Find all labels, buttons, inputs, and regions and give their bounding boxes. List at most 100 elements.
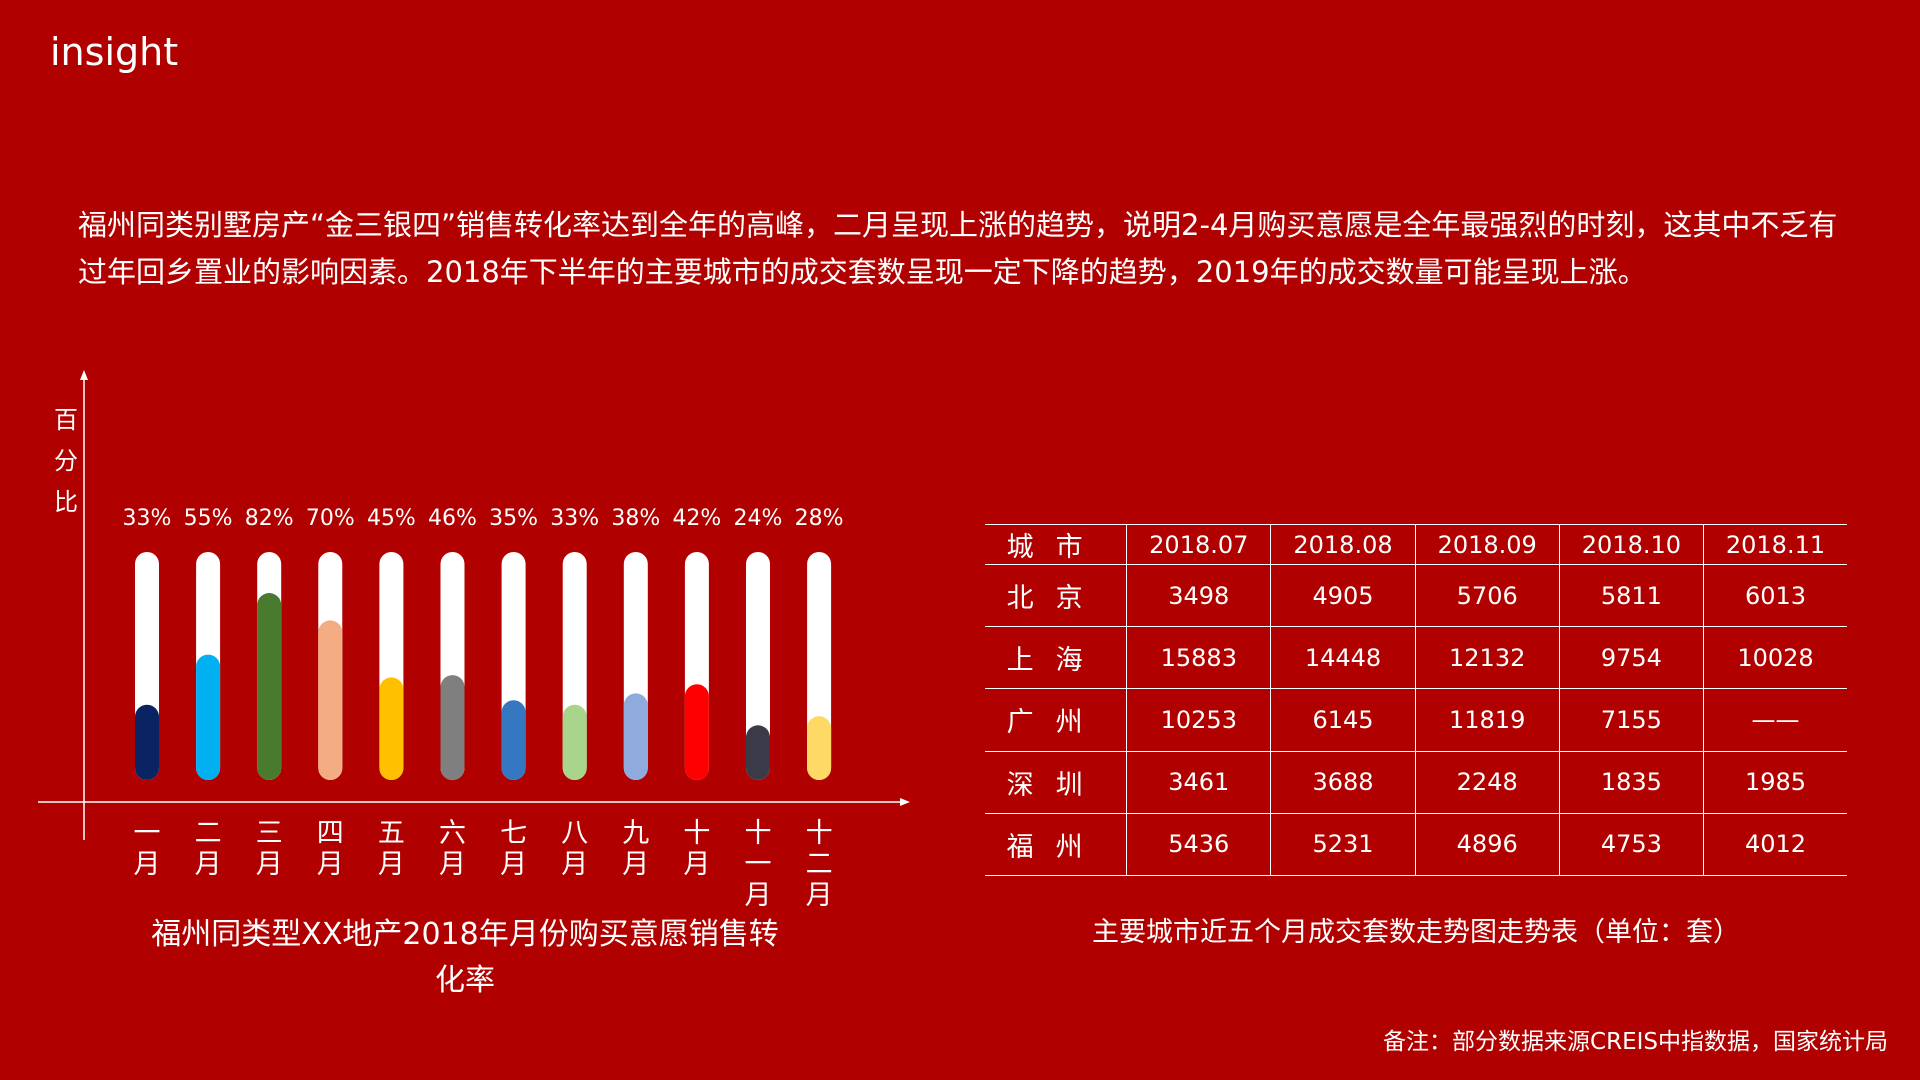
- data-label: 42%: [672, 506, 721, 531]
- conversion-rate-chart: 百分比 33%一月55%二月82%三月70%四月45%五月46%六月35%七月3…: [38, 370, 910, 911]
- tick-label: 月: [622, 849, 649, 880]
- table-cell: 5811: [1559, 564, 1705, 628]
- tick-label: 六: [439, 818, 466, 849]
- tick-label: 十: [806, 818, 833, 849]
- tick-label: 月: [500, 849, 527, 880]
- bar: [807, 716, 832, 780]
- city-sales-table: 城市 2018.07 2018.08 2018.09 2018.10 2018.…: [985, 524, 1847, 876]
- city-name: 广州: [985, 688, 1128, 752]
- data-label: 38%: [611, 506, 660, 531]
- data-label: 24%: [734, 506, 783, 531]
- table-cell: 11819: [1415, 688, 1560, 752]
- bar: [562, 704, 587, 780]
- table-cell: 3461: [1126, 751, 1272, 814]
- table-cell: 7155: [1559, 688, 1705, 752]
- bars: 33%一月55%二月82%三月70%四月45%五月46%六月35%七月33%八月…: [123, 506, 844, 911]
- header-2018-08: 2018.08: [1270, 524, 1416, 565]
- table-cell: 4012: [1744, 830, 1807, 859]
- tick-label: 月: [806, 880, 833, 911]
- table-cell: 12132: [1415, 626, 1560, 690]
- tick-label: 二: [195, 818, 222, 849]
- table-cell: 14448: [1270, 626, 1416, 690]
- table-header-row: 城市 2018.07 2018.08 2018.09 2018.10 2018.…: [985, 524, 1847, 565]
- chart-caption: 福州同类型XX地产2018年月份购买意愿销售转化率: [151, 917, 779, 998]
- bar-track: [746, 552, 770, 780]
- city-name: 深圳: [985, 751, 1128, 814]
- table-cell: 6145: [1270, 688, 1416, 752]
- table-row: 广州 10253 6145 11819 7155 ——: [985, 688, 1847, 752]
- bar: [501, 700, 526, 780]
- tick-label: 三: [256, 818, 283, 849]
- y-axis-label-char: 分: [54, 447, 78, 475]
- tick-label: 八: [561, 818, 588, 849]
- table-cell: 15883: [1126, 626, 1272, 690]
- table-caption: 主要城市近五个月成交套数走势图走势表（单位：套）: [1092, 917, 1740, 948]
- tick-label: 四: [317, 818, 344, 849]
- y-axis-arrow: [80, 370, 88, 380]
- tick-label: 月: [317, 849, 344, 880]
- table-cell: 1835: [1559, 751, 1705, 814]
- tick-label: 月: [378, 849, 405, 880]
- table-cell: 1985: [1703, 751, 1847, 814]
- footnote: 备注：部分数据来源CREIS中指数据，国家统计局: [1383, 1029, 1888, 1055]
- y-axis-label-char: 比: [54, 488, 78, 516]
- data-label: 28%: [795, 506, 844, 531]
- table-cell: 9754: [1559, 626, 1705, 690]
- tick-label: 一: [745, 849, 772, 880]
- bar: [135, 704, 159, 780]
- x-axis-arrow: [900, 798, 910, 806]
- table-cell: 6013: [1703, 564, 1847, 628]
- tick-label: 九: [622, 818, 649, 849]
- tick-label: 月: [683, 849, 710, 880]
- table-row: 北京 3498 4905 5706 5811 6013: [985, 564, 1847, 628]
- tick-label: 十: [745, 818, 772, 849]
- tick-label: 月: [134, 849, 161, 880]
- tick-label: 月: [745, 880, 772, 911]
- table-cell: 5231: [1270, 813, 1416, 876]
- bar: [196, 654, 221, 780]
- city-name: 上海: [985, 626, 1128, 690]
- city-name: 福州: [985, 813, 1128, 876]
- table-row: 上海 15883 14448 12132 9754 10028: [985, 626, 1847, 690]
- bar: [746, 725, 770, 780]
- bar: [440, 675, 465, 780]
- y-axis-label: 百分比: [54, 406, 78, 516]
- data-label: 35%: [489, 506, 538, 531]
- header-2018-07: 2018.07: [1126, 524, 1272, 565]
- table-row: 福州 5436 5231 4896 4753 4012: [985, 813, 1847, 876]
- header-2018-11: 2018.11: [1703, 524, 1847, 565]
- city-name: 北京: [985, 564, 1128, 628]
- table-cell: 5436: [1126, 813, 1272, 876]
- tick-label: 月: [256, 849, 283, 880]
- bar: [623, 693, 648, 780]
- tick-label: 月: [561, 849, 588, 880]
- table-cell: 10253: [1126, 688, 1272, 752]
- bar: [684, 684, 709, 780]
- table-cell: 2248: [1415, 751, 1560, 814]
- data-label: 45%: [367, 506, 416, 531]
- page-title: insight: [50, 30, 179, 74]
- tick-label: 一: [134, 818, 161, 849]
- tick-label: 二: [806, 849, 833, 880]
- insight-paragraph: 福州同类别墅房产“金三银四”销售转化率达到全年的高峰，二月呈现上涨的趋势，说明2…: [78, 208, 1838, 289]
- table-cell: 10028: [1703, 626, 1847, 690]
- data-label: 46%: [428, 506, 477, 531]
- table-cell: 4905: [1270, 564, 1416, 628]
- header-city: 城市: [985, 524, 1128, 565]
- table-row: 深圳 3461 3688 2248 1835 1985: [985, 751, 1847, 814]
- bar: [379, 677, 404, 780]
- tick-label: 五: [378, 818, 405, 849]
- table-cell: 3688: [1270, 751, 1416, 814]
- tick-label: 十: [683, 818, 710, 849]
- table-cell: 4753: [1559, 813, 1705, 876]
- data-label: 55%: [184, 506, 233, 531]
- data-label: 82%: [245, 506, 294, 531]
- bar: [318, 620, 343, 780]
- y-axis-label-char: 百: [54, 406, 78, 434]
- table-cell: 4896: [1415, 813, 1560, 876]
- city-table-container: 城市 2018.07 2018.08 2018.09 2018.10 2018.…: [985, 524, 1847, 876]
- tick-label: 七: [500, 818, 527, 849]
- data-label: 33%: [550, 506, 599, 531]
- table-cell: 3498: [1126, 564, 1272, 628]
- bar: [257, 593, 282, 780]
